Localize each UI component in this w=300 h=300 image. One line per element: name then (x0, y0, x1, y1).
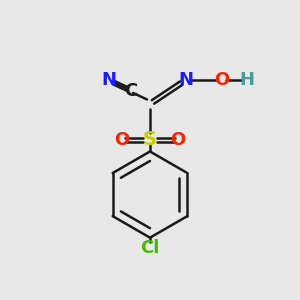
Text: S: S (143, 130, 157, 149)
Text: N: N (178, 71, 193, 89)
Text: O: O (171, 130, 186, 148)
Text: O: O (114, 130, 129, 148)
Text: C: C (124, 82, 137, 100)
Text: H: H (239, 71, 254, 89)
Text: Cl: Cl (140, 239, 160, 257)
Text: O: O (214, 71, 229, 89)
Text: N: N (101, 71, 116, 89)
